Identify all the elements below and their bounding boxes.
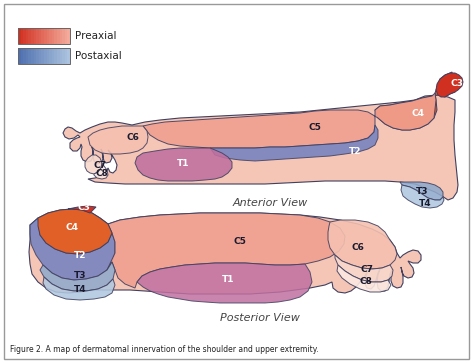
FancyBboxPatch shape (26, 48, 29, 64)
Polygon shape (436, 73, 463, 97)
Polygon shape (63, 95, 458, 200)
FancyBboxPatch shape (49, 48, 52, 64)
FancyBboxPatch shape (65, 28, 68, 44)
FancyBboxPatch shape (36, 48, 39, 64)
Polygon shape (40, 262, 115, 291)
Polygon shape (337, 265, 391, 292)
FancyBboxPatch shape (39, 28, 42, 44)
Text: C8: C8 (360, 277, 373, 286)
Text: C3: C3 (451, 79, 464, 89)
FancyBboxPatch shape (20, 28, 24, 44)
FancyBboxPatch shape (44, 28, 47, 44)
FancyBboxPatch shape (18, 28, 21, 44)
Text: C4: C4 (411, 110, 425, 118)
Polygon shape (30, 218, 115, 280)
FancyBboxPatch shape (62, 28, 65, 44)
FancyBboxPatch shape (46, 48, 50, 64)
Polygon shape (143, 93, 436, 148)
FancyBboxPatch shape (57, 28, 60, 44)
Polygon shape (135, 148, 232, 181)
FancyBboxPatch shape (60, 28, 63, 44)
FancyBboxPatch shape (52, 48, 55, 64)
Text: C8: C8 (96, 170, 109, 179)
Text: Preaxial: Preaxial (75, 31, 117, 41)
FancyBboxPatch shape (67, 48, 71, 64)
FancyBboxPatch shape (26, 28, 29, 44)
Polygon shape (85, 155, 102, 174)
Text: T4: T4 (73, 285, 86, 294)
Polygon shape (400, 182, 443, 200)
FancyBboxPatch shape (4, 4, 469, 359)
FancyBboxPatch shape (28, 48, 31, 64)
Text: Postaxial: Postaxial (75, 51, 122, 61)
FancyBboxPatch shape (65, 48, 68, 64)
Text: T1: T1 (177, 159, 189, 167)
Text: Figure 2. A map of dermatomal innervation of the shoulder and upper extremity.: Figure 2. A map of dermatomal innervatio… (10, 346, 319, 355)
Polygon shape (210, 125, 378, 161)
FancyBboxPatch shape (41, 28, 45, 44)
FancyBboxPatch shape (55, 48, 57, 64)
FancyBboxPatch shape (49, 28, 52, 44)
FancyBboxPatch shape (44, 48, 47, 64)
Polygon shape (29, 209, 421, 294)
FancyBboxPatch shape (67, 28, 71, 44)
Polygon shape (88, 126, 148, 154)
Text: C4: C4 (65, 224, 79, 232)
Text: T4: T4 (419, 200, 431, 208)
Text: T3: T3 (416, 188, 428, 196)
FancyBboxPatch shape (36, 28, 39, 44)
Polygon shape (43, 277, 115, 300)
Text: Anterior View: Anterior View (232, 198, 308, 208)
FancyBboxPatch shape (31, 48, 34, 64)
Polygon shape (137, 263, 312, 303)
FancyBboxPatch shape (23, 28, 26, 44)
FancyBboxPatch shape (23, 48, 26, 64)
FancyBboxPatch shape (46, 28, 50, 44)
Polygon shape (335, 255, 393, 282)
Polygon shape (68, 206, 96, 213)
FancyBboxPatch shape (34, 48, 36, 64)
Text: C6: C6 (127, 132, 139, 142)
FancyBboxPatch shape (60, 48, 63, 64)
Text: C7: C7 (93, 160, 107, 170)
Polygon shape (38, 209, 112, 254)
FancyBboxPatch shape (55, 28, 57, 44)
FancyBboxPatch shape (20, 48, 24, 64)
Polygon shape (375, 72, 455, 130)
FancyBboxPatch shape (39, 48, 42, 64)
Text: C6: C6 (352, 244, 365, 253)
FancyBboxPatch shape (34, 28, 36, 44)
Text: C5: C5 (309, 123, 321, 132)
Polygon shape (107, 213, 345, 288)
Text: T3: T3 (74, 272, 86, 281)
Text: T2: T2 (349, 147, 361, 156)
Polygon shape (328, 220, 397, 269)
Text: Posterior View: Posterior View (220, 313, 300, 323)
Text: C7: C7 (361, 265, 374, 274)
FancyBboxPatch shape (41, 48, 45, 64)
FancyBboxPatch shape (52, 28, 55, 44)
Polygon shape (401, 185, 444, 208)
Text: C3: C3 (78, 204, 91, 212)
FancyBboxPatch shape (57, 48, 60, 64)
Polygon shape (94, 163, 108, 179)
Text: T1: T1 (222, 276, 234, 285)
Text: C5: C5 (234, 237, 246, 246)
FancyBboxPatch shape (18, 48, 21, 64)
FancyBboxPatch shape (62, 48, 65, 64)
FancyBboxPatch shape (31, 28, 34, 44)
FancyBboxPatch shape (28, 28, 31, 44)
Text: T2: T2 (74, 250, 86, 260)
